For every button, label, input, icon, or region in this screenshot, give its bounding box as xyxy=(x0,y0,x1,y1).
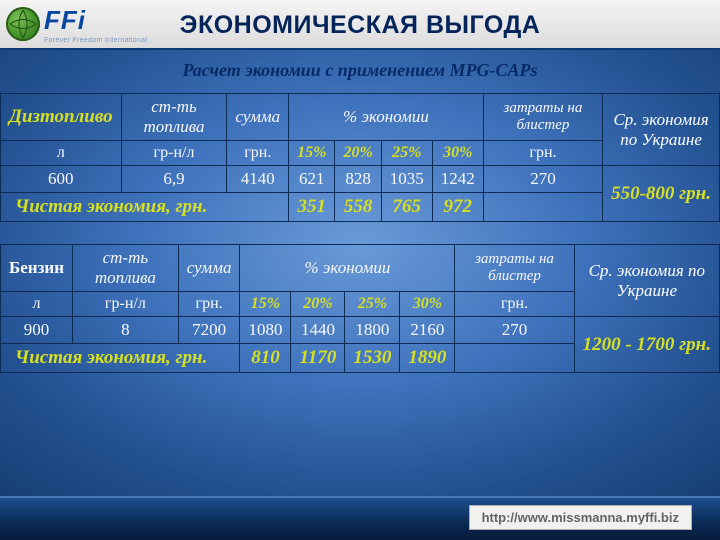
diesel-net-label: Чистая экономия, грн. xyxy=(1,193,289,222)
col-cost: ст-ть топлива xyxy=(121,94,227,141)
pct2-30: 30% xyxy=(400,292,455,317)
unit-price-2: гр-н/л xyxy=(73,292,179,317)
petrol-sav-15: 1080 xyxy=(240,317,291,344)
diesel-sav-30: 1242 xyxy=(432,166,483,193)
petrol-fuel-label: Бензин xyxy=(1,245,73,292)
col-blister: затраты на блистер xyxy=(483,94,602,141)
petrol-net-30: 1890 xyxy=(400,344,455,373)
pct2-20: 20% xyxy=(291,292,345,317)
col-pct-savings: % экономии xyxy=(289,94,484,141)
diesel-net-30: 972 xyxy=(432,193,483,222)
petrol-liters: 900 xyxy=(1,317,73,344)
unit-hrn: грн. xyxy=(227,141,289,166)
petrol-net-15: 810 xyxy=(240,344,291,373)
petrol-table: Бензин ст-ть топлива сумма % экономии за… xyxy=(0,244,720,373)
unit-l: л xyxy=(1,141,122,166)
diesel-avg: 550-800 грн. xyxy=(603,166,720,222)
diesel-net-20: 558 xyxy=(335,193,381,222)
unit-hrn-3: грн. xyxy=(178,292,240,317)
diesel-blister: 270 xyxy=(483,166,602,193)
subtitle: Расчет экономии с применением MPG-CAPs xyxy=(0,60,720,81)
petrol-sav-30: 2160 xyxy=(400,317,455,344)
petrol-net-20: 1170 xyxy=(291,344,345,373)
footer-url[interactable]: http://www.missmanna.myffi.biz xyxy=(469,505,692,530)
unit-hrn-4: грн. xyxy=(455,292,574,317)
petrol-net-blank xyxy=(455,344,574,373)
diesel-price: 6,9 xyxy=(121,166,227,193)
unit-l-2: л xyxy=(1,292,73,317)
pct2-15: 15% xyxy=(240,292,291,317)
col-cost-2: ст-ть топлива xyxy=(73,245,179,292)
col-pct-savings-2: % экономии xyxy=(240,245,455,292)
pct-30: 30% xyxy=(432,141,483,166)
petrol-avg: 1200 - 1700 грн. xyxy=(574,317,719,373)
col-avg-ukraine-2: Ср. экономия по Украине xyxy=(574,245,719,317)
diesel-fuel-label: Дизтопливо xyxy=(1,94,122,141)
petrol-net-label: Чистая экономия, грн. xyxy=(1,344,240,373)
unit-price: гр-н/л xyxy=(121,141,227,166)
diesel-table: Дизтопливо ст-ть топлива сумма % экономи… xyxy=(0,93,720,222)
diesel-liters: 600 xyxy=(1,166,122,193)
col-sum-2: сумма xyxy=(178,245,240,292)
pct-15: 15% xyxy=(289,141,335,166)
petrol-net-25: 1530 xyxy=(345,344,400,373)
diesel-net-blank xyxy=(483,193,602,222)
col-blister-2: затраты на блистер xyxy=(455,245,574,292)
petrol-price: 8 xyxy=(73,317,179,344)
petrol-sav-20: 1440 xyxy=(291,317,345,344)
petrol-sav-25: 1800 xyxy=(345,317,400,344)
header-strip: FFi Forever Freedom International ЭКОНОМ… xyxy=(0,0,720,50)
diesel-sav-15: 621 xyxy=(289,166,335,193)
pct2-25: 25% xyxy=(345,292,400,317)
pct-20: 20% xyxy=(335,141,381,166)
diesel-total: 4140 xyxy=(227,166,289,193)
col-avg-ukraine: Ср. экономия по Украине xyxy=(603,94,720,166)
unit-hrn-2: грн. xyxy=(483,141,602,166)
diesel-sav-20: 828 xyxy=(335,166,381,193)
petrol-total: 7200 xyxy=(178,317,240,344)
petrol-blister: 270 xyxy=(455,317,574,344)
diesel-sav-25: 1035 xyxy=(381,166,432,193)
diesel-net-15: 351 xyxy=(289,193,335,222)
pct-25: 25% xyxy=(381,141,432,166)
page-title: ЭКОНОМИЧЕСКАЯ ВЫГОДА xyxy=(0,11,720,40)
diesel-net-25: 765 xyxy=(381,193,432,222)
col-sum: сумма xyxy=(227,94,289,141)
